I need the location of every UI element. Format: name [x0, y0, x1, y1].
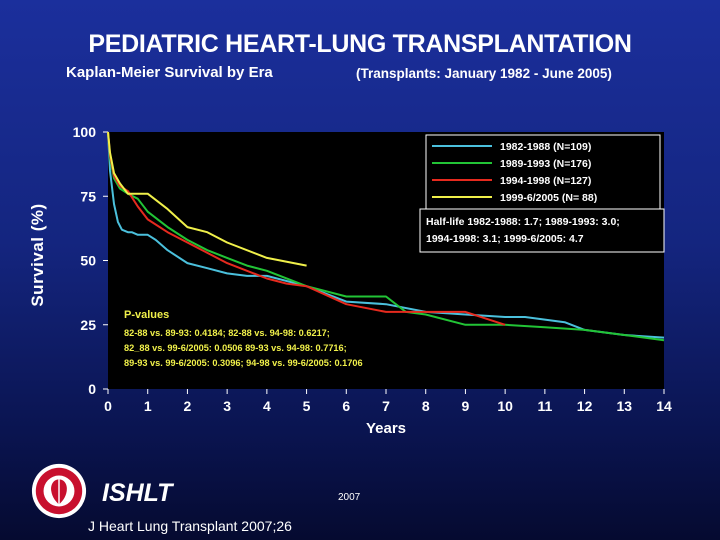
pvalues-title: P-values: [124, 309, 169, 321]
legend-box: [425, 134, 661, 210]
pvalues-line: 82-88 vs. 89-93: 0.4184; 82-88 vs. 94-98…: [124, 328, 330, 338]
pvalues-line: 82_88 vs. 99-6/2005: 0.0506 89-93 vs. 94…: [124, 343, 347, 353]
legend-label: 1999-6/2005 (N= 88): [500, 192, 597, 204]
x-tick-label: 14: [656, 398, 672, 414]
x-tick-label: 2: [184, 398, 192, 414]
y-tick-label: 25: [80, 317, 96, 333]
x-tick-label: 6: [342, 398, 350, 414]
x-tick-label: 12: [577, 398, 593, 414]
x-tick-label: 13: [616, 398, 632, 414]
half-life-text: Half-life 1982-1988: 1.7; 1989-1993: 3.0…: [426, 216, 620, 228]
journal-citation: J Heart Lung Transplant 2007;26: [88, 518, 292, 534]
slide-subtitle: Kaplan-Meier Survival by Era: [66, 64, 273, 81]
y-tick-label: 75: [80, 188, 96, 204]
legend-label: 1989-1993 (N=176): [500, 158, 591, 170]
survival-line-series-3: [107, 131, 506, 326]
slide-subtitle-note: (Transplants: January 1982 - June 2005): [356, 66, 612, 81]
x-axis-label: Years: [366, 420, 406, 437]
x-tick-label: 4: [263, 398, 271, 414]
x-tick-label: 5: [303, 398, 311, 414]
pvalues-line: 89-93 vs. 99-6/2005: 0.3096; 94-98 vs. 9…: [124, 358, 363, 368]
survival-line-series-4: [107, 131, 307, 267]
x-tick-label: 9: [462, 398, 470, 414]
publication-year: 2007: [338, 492, 361, 503]
legend-label: 1994-1998 (N=127): [500, 175, 591, 187]
slide-title: PEDIATRIC HEART-LUNG TRANSPLANTATION: [88, 30, 632, 58]
x-tick-label: 3: [223, 398, 231, 414]
y-tick-label: 0: [88, 381, 96, 397]
half-life-text: 1994-1998: 3.1; 1999-6/2005: 4.7: [426, 233, 584, 245]
y-tick-label: 50: [80, 253, 96, 269]
x-tick-label: 10: [497, 398, 513, 414]
survival-line-series-1: [107, 131, 665, 339]
organization-name: ISHLT: [102, 479, 173, 507]
x-tick-label: 8: [422, 398, 430, 414]
x-tick-label: 11: [537, 398, 552, 414]
x-tick-label: 1: [144, 398, 152, 414]
ishlt-logo: [31, 463, 87, 519]
half-life-box: [419, 208, 665, 253]
x-tick-label: 7: [382, 398, 390, 414]
x-tick-label: 0: [104, 398, 112, 414]
legend-label: 1982-1988 (N=109): [500, 141, 591, 153]
y-tick-label: 100: [73, 124, 97, 140]
